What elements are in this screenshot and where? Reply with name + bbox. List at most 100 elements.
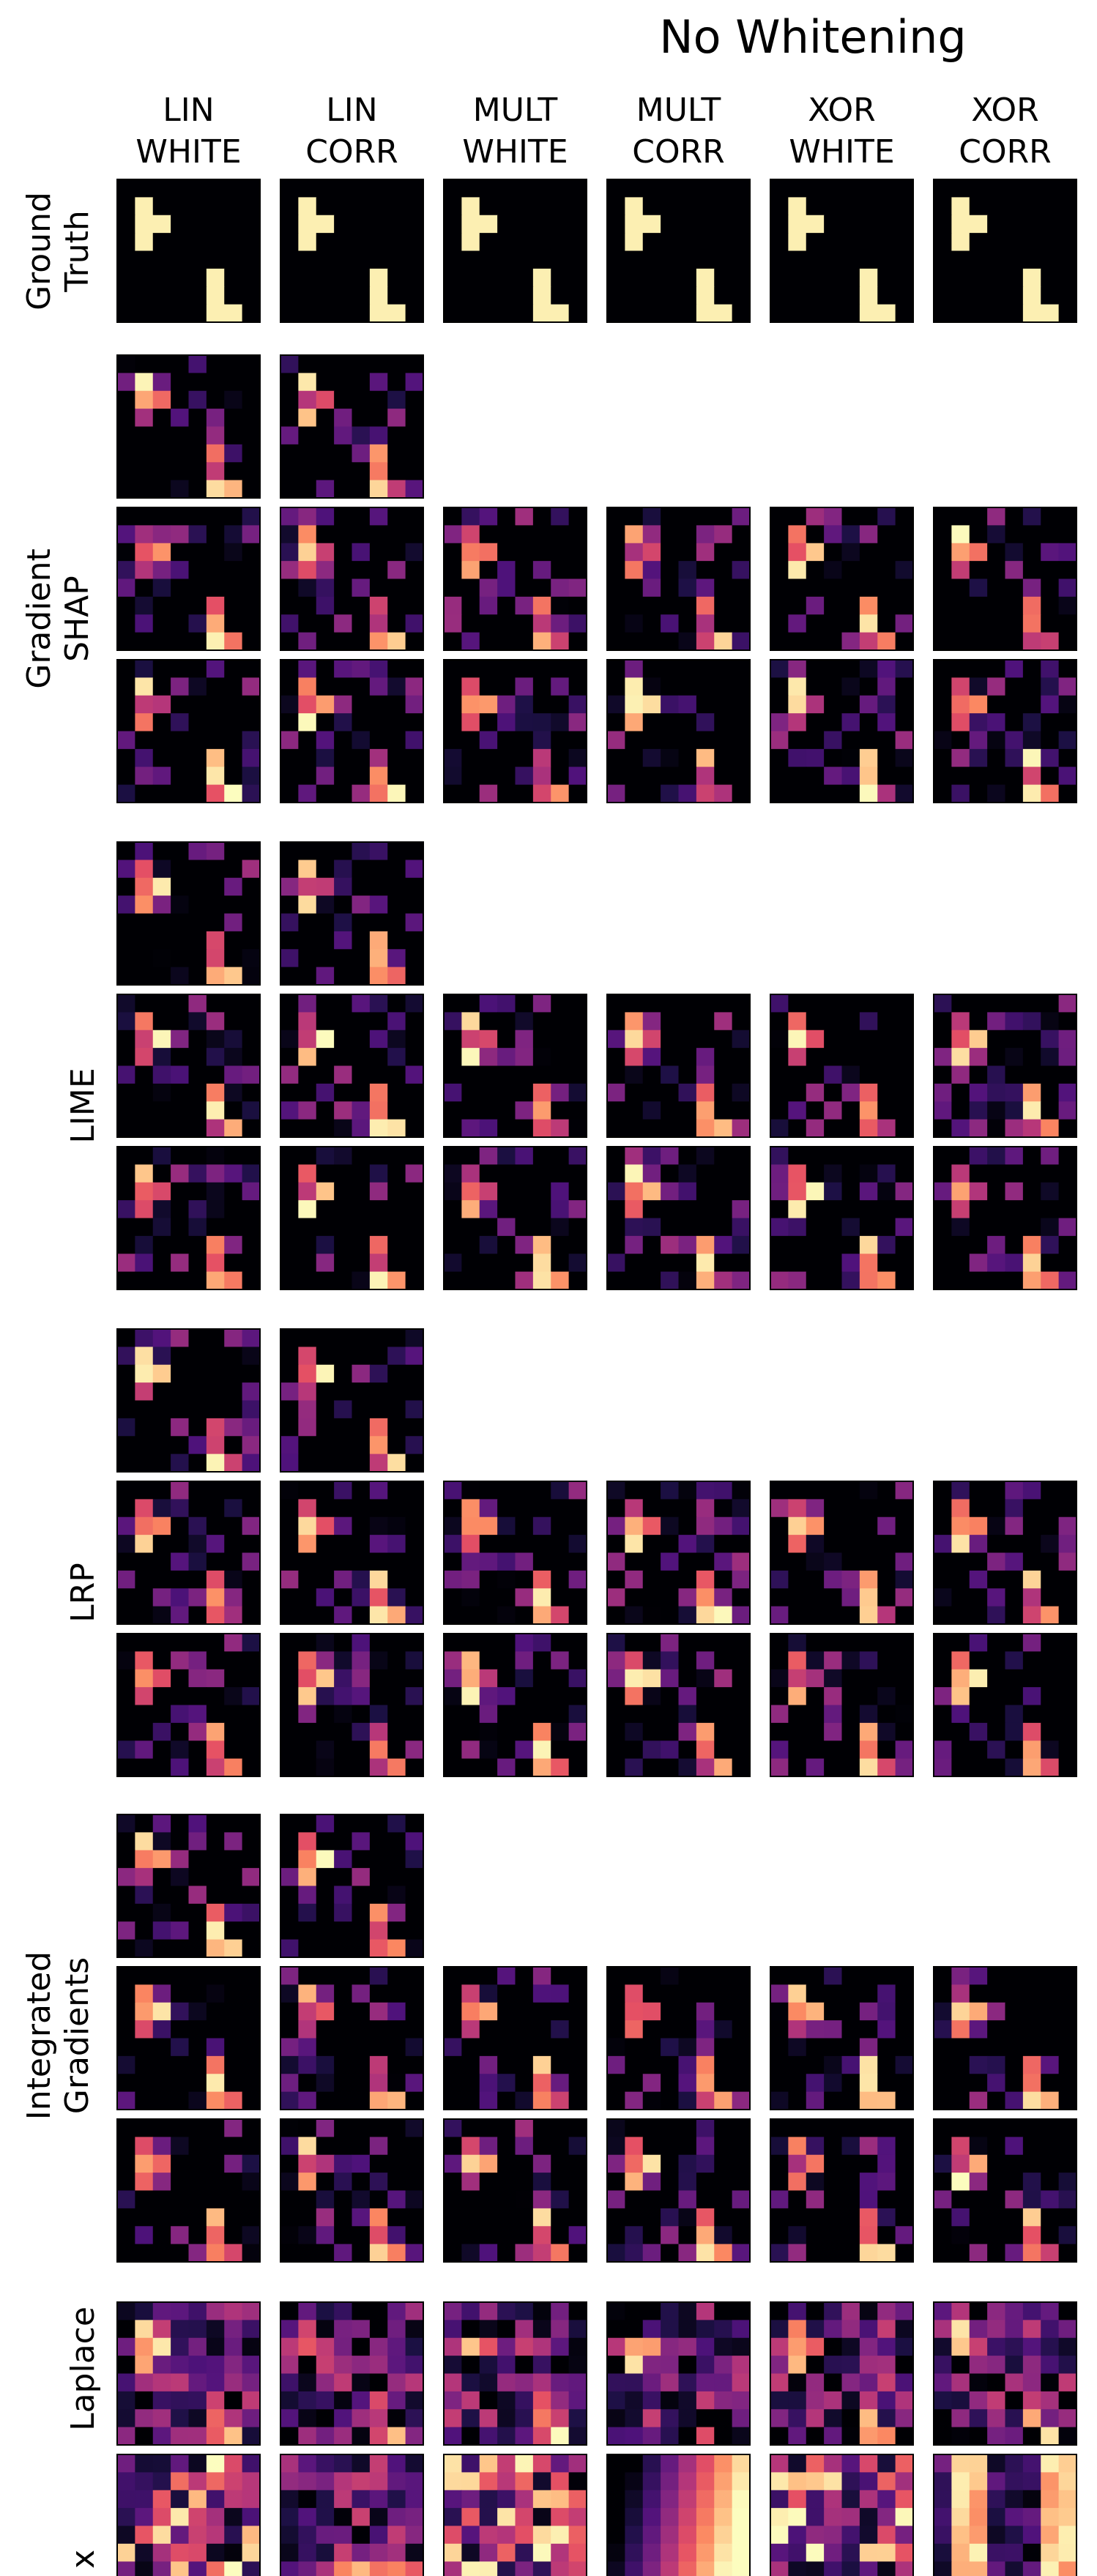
heatmap-cell — [806, 233, 825, 252]
heatmap-cell — [642, 1182, 661, 1201]
heatmap-cell — [152, 2302, 171, 2320]
heatmap-cell — [135, 1364, 154, 1383]
heatmap-cell — [625, 1741, 644, 1760]
heatmap-cell — [405, 596, 424, 615]
heatmap-cell — [387, 373, 406, 392]
heatmap-cell — [987, 2074, 1006, 2093]
heatmap-cell — [117, 2173, 135, 2192]
heatmap-cell — [642, 1200, 661, 1219]
heatmap-cell — [352, 1347, 371, 1366]
heatmap-cell — [224, 543, 243, 562]
heatmap-cell — [152, 1939, 171, 1958]
heatmap-cell — [951, 1669, 970, 1688]
heatmap-cell — [696, 233, 715, 252]
heatmap-cell — [280, 1939, 299, 1958]
heatmap-cell — [206, 390, 225, 409]
heatmap-cell — [497, 233, 516, 252]
heatmap-cell — [951, 1722, 970, 1741]
heatmap-cell — [135, 2356, 154, 2375]
heatmap-cell — [224, 1012, 243, 1031]
heatmap-cell — [316, 767, 335, 786]
heatmap-cell — [135, 784, 154, 803]
heatmap-cell — [461, 2490, 480, 2509]
heatmap-cell — [242, 543, 261, 562]
heatmap-cell — [607, 767, 625, 786]
heatmap-panel — [280, 659, 424, 803]
heatmap-cell — [678, 1218, 697, 1237]
heatmap-cell — [1005, 1101, 1024, 1120]
heatmap-cell — [788, 2091, 807, 2110]
heatmap-cell — [280, 543, 299, 562]
heatmap-cell — [387, 2472, 406, 2491]
heatmap-cell — [1005, 1687, 1024, 1706]
heatmap-cell — [405, 931, 424, 950]
heatmap-cell — [461, 1271, 480, 1290]
heatmap-cell — [841, 1606, 860, 1625]
heatmap-cell — [661, 2091, 680, 2110]
heatmap-cell — [242, 860, 261, 879]
heatmap-cell — [444, 1218, 462, 1237]
heatmap-cell — [568, 250, 587, 269]
heatmap-cell — [280, 2409, 299, 2428]
heatmap-cell — [877, 2154, 896, 2173]
heatmap-cell — [1041, 2244, 1060, 2263]
heatmap-cell — [770, 1705, 789, 1724]
heatmap-cell — [316, 1939, 335, 1958]
heatmap-cell — [117, 2091, 135, 2110]
heatmap-cell — [334, 2561, 353, 2576]
heatmap-cell — [732, 1722, 751, 1741]
heatmap-cell — [551, 1030, 570, 1049]
heatmap-cell — [934, 2038, 952, 2057]
heatmap-cell — [206, 1147, 225, 1165]
heatmap-cell — [770, 748, 789, 767]
heatmap-cell — [352, 409, 371, 428]
heatmap-cell — [352, 1722, 371, 1741]
heatmap-cell — [1058, 2119, 1077, 2137]
heatmap-cell — [568, 2337, 587, 2356]
heatmap-cell — [405, 1083, 424, 1102]
heatmap-cell — [859, 660, 878, 678]
heatmap-cell — [1005, 507, 1024, 526]
heatmap-cell — [987, 268, 1006, 287]
heatmap-cell — [678, 525, 697, 544]
heatmap-cell — [117, 1606, 135, 1625]
heatmap-cell — [352, 614, 371, 633]
heatmap-cell — [188, 2119, 207, 2137]
heatmap-cell — [1022, 1065, 1041, 1084]
heatmap-cell — [607, 268, 625, 287]
heatmap-cell — [497, 1481, 516, 1500]
heatmap-cell — [934, 784, 952, 803]
heatmap-cell — [1022, 1254, 1041, 1273]
heatmap-cell — [298, 1967, 317, 1985]
heatmap-cell — [568, 2454, 587, 2473]
heatmap-cell — [334, 1886, 353, 1905]
heatmap-cell — [497, 2472, 516, 2491]
heatmap-cell — [770, 1065, 789, 1084]
heatmap-cell — [770, 1481, 789, 1500]
heatmap-cell — [806, 1669, 825, 1688]
heatmap-cell — [1005, 1030, 1024, 1049]
heatmap-cell — [188, 2091, 207, 2110]
heatmap-cell — [352, 543, 371, 562]
heatmap-cell — [696, 1200, 715, 1219]
heatmap-cell — [877, 2409, 896, 2428]
heatmap-cell — [224, 2373, 243, 2392]
heatmap-cell — [934, 1741, 952, 1760]
heatmap-cell — [117, 596, 135, 615]
heatmap-cell — [678, 2373, 697, 2392]
heatmap-cell — [352, 1758, 371, 1777]
heatmap-cell — [551, 2002, 570, 2021]
heatmap-cell — [479, 1741, 498, 1760]
heatmap-cell — [732, 197, 751, 216]
heatmap-cell — [117, 677, 135, 696]
heatmap-cell — [714, 1651, 733, 1670]
heatmap-cell — [334, 355, 353, 373]
heatmap-panel — [116, 1481, 261, 1625]
heatmap-cell — [732, 2091, 751, 2110]
heatmap-cell — [515, 1048, 534, 1067]
heatmap-cell — [732, 1651, 751, 1670]
heatmap-cell — [841, 2490, 860, 2509]
heatmap-cell — [298, 1606, 317, 1625]
heatmap-cell — [1041, 1552, 1060, 1571]
heatmap-cell — [877, 1669, 896, 1688]
